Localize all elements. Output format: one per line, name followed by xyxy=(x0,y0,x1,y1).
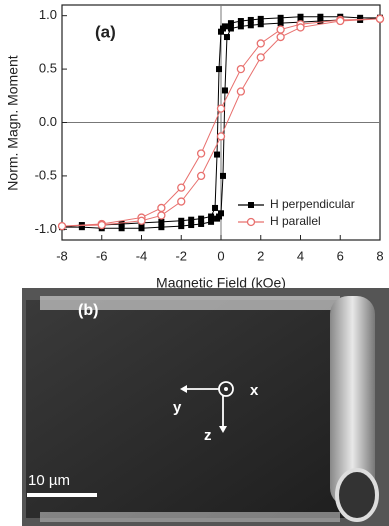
panel-label: (b) xyxy=(78,302,98,319)
marker xyxy=(247,22,254,29)
marker xyxy=(78,224,85,231)
marker xyxy=(138,225,145,232)
marker xyxy=(196,149,206,158)
marker xyxy=(276,32,285,42)
marker xyxy=(219,25,226,32)
marker xyxy=(188,222,195,229)
scale-bar xyxy=(27,493,97,497)
x-tick-label: 8 xyxy=(376,248,383,263)
marker xyxy=(256,39,265,48)
marker xyxy=(137,216,146,225)
marker xyxy=(214,151,221,158)
microtube xyxy=(330,296,375,506)
marker xyxy=(257,21,264,28)
marker xyxy=(297,13,304,20)
arrow-head xyxy=(180,385,187,393)
x-tick-label: -8 xyxy=(56,248,68,263)
tube-opening xyxy=(335,468,379,522)
marker xyxy=(219,172,226,179)
axis-x-dot xyxy=(224,387,228,391)
axis-label: x xyxy=(250,382,259,399)
marker xyxy=(118,225,125,232)
membrane xyxy=(26,300,356,518)
marker xyxy=(317,18,324,25)
marker xyxy=(221,87,228,94)
x-tick-label: -2 xyxy=(175,248,187,263)
x-axis-label: Magnetic Field (kOe) xyxy=(156,275,286,291)
marker xyxy=(208,213,215,220)
marker xyxy=(178,223,185,230)
x-tick-label: 4 xyxy=(297,248,304,263)
marker xyxy=(277,20,284,27)
arrow-head xyxy=(219,426,227,433)
marker xyxy=(216,132,226,141)
scale-bar-label: 10 µm xyxy=(28,472,70,489)
marker xyxy=(198,215,205,222)
marker xyxy=(237,18,244,25)
legend-label: H perpendicular xyxy=(270,197,355,211)
y-tick-label: 1.0 xyxy=(39,7,57,22)
x-tick-label: -4 xyxy=(136,248,148,263)
y-tick-label: -1.0 xyxy=(35,221,57,236)
legend-label: H parallel xyxy=(270,214,321,228)
marker xyxy=(57,221,67,231)
x-tick-label: -6 xyxy=(96,248,108,263)
marker xyxy=(177,183,186,192)
marker xyxy=(157,211,166,220)
marker xyxy=(276,25,285,34)
marker xyxy=(196,171,206,181)
marker xyxy=(257,15,264,22)
marker xyxy=(216,213,223,220)
marker xyxy=(198,220,205,227)
marker xyxy=(216,104,226,113)
sem-image: (b) x y z 10 µm xyxy=(22,288,389,526)
marker xyxy=(178,217,185,224)
marker xyxy=(218,28,224,35)
marker xyxy=(208,218,215,225)
marker xyxy=(158,224,165,231)
y-tick-label: 0.0 xyxy=(39,114,57,129)
panel-label: (a) xyxy=(95,22,116,41)
marker xyxy=(97,220,106,230)
marker xyxy=(236,64,246,74)
marker xyxy=(236,87,246,96)
marker xyxy=(237,23,244,30)
plot: -8 -6 -4 -2 0 2 4 6 8 -1.0 -0.5 0.0 0.5 1.0 H perpendi… xyxy=(35,4,385,263)
rolled-edge xyxy=(40,296,340,310)
marker xyxy=(218,210,224,217)
y-tick-label: 0.5 xyxy=(39,61,57,76)
marker xyxy=(216,66,223,73)
marker xyxy=(227,20,234,27)
marker xyxy=(188,216,195,223)
marker xyxy=(212,204,219,211)
marker xyxy=(227,25,234,32)
marker xyxy=(296,23,305,32)
marker xyxy=(223,34,230,41)
marker xyxy=(177,197,186,206)
axis-label: y xyxy=(173,399,182,416)
marker xyxy=(375,14,385,24)
axis-label: z xyxy=(204,427,212,444)
marker xyxy=(157,203,166,213)
x-tick-label: 2 xyxy=(257,248,264,263)
y-tick-label: -0.5 xyxy=(35,167,57,182)
marker xyxy=(256,53,265,62)
legend-marker xyxy=(248,202,254,208)
marker xyxy=(336,16,345,26)
rolled-edge xyxy=(40,512,340,522)
x-tick-label: 6 xyxy=(337,248,344,263)
marker xyxy=(118,220,125,227)
marker xyxy=(247,16,254,23)
x-tick-label: 0 xyxy=(217,248,224,263)
marker xyxy=(277,14,284,21)
legend-marker xyxy=(246,217,256,227)
marker xyxy=(317,13,324,20)
y-axis-label: Norm. Magn. Moment xyxy=(5,55,21,190)
marker xyxy=(158,218,165,225)
